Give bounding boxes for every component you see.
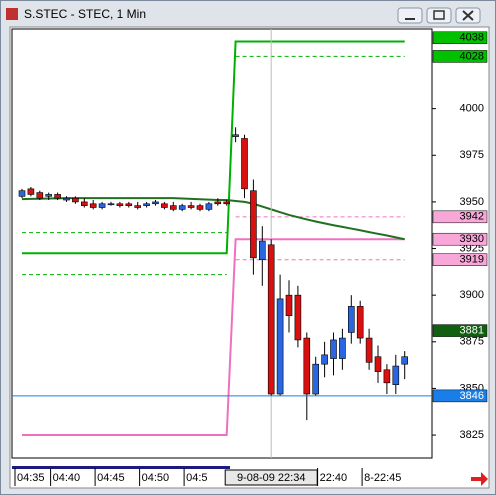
price-tag-label: 3881 [460, 325, 484, 337]
indicator-line [22, 238, 405, 437]
price-tag [432, 31, 488, 45]
x-tick-label: 8-22:45 [364, 472, 401, 484]
time-strip [12, 466, 230, 469]
y-tick-label: 3950 [460, 196, 484, 208]
candle-body [98, 203, 106, 208]
candle-body [107, 203, 115, 206]
candle-body [365, 337, 373, 363]
scroll-arrow[interactable] [471, 472, 488, 486]
candle-body [152, 201, 159, 205]
price-tag-label: 4038 [460, 32, 484, 44]
price-tag [432, 253, 488, 266]
candle-body [374, 356, 382, 372]
candle-body [258, 240, 266, 261]
candle-body [161, 203, 168, 208]
price-tag-label: 4028 [460, 50, 484, 62]
plot-layer [18, 29, 409, 458]
price-tag-label: 3846 [460, 390, 484, 402]
candle-body [232, 134, 239, 137]
window-buttons[interactable] [397, 7, 481, 24]
indicator-line [22, 40, 405, 255]
price-tag-label: 3942 [460, 211, 484, 223]
candle-body [276, 298, 284, 395]
x-tick-label: 04:50 [142, 472, 170, 484]
price-tag [432, 210, 488, 224]
candle-body [27, 188, 35, 195]
candle-body [72, 197, 79, 203]
price-tag [432, 50, 488, 63]
candle-body [347, 306, 355, 333]
candle-body [134, 205, 141, 208]
maximize-button[interactable] [426, 7, 452, 24]
indicator-line [21, 197, 405, 241]
minimize-button[interactable] [397, 7, 423, 24]
candle-body [330, 339, 337, 359]
y-tick-label: 3975 [460, 149, 484, 161]
candle-body [36, 192, 44, 199]
candle-body [170, 205, 177, 210]
price-tag-label: 3919 [460, 254, 484, 266]
x-tick-label: 22:40 [320, 472, 348, 484]
candle-body [303, 337, 311, 395]
candle-body [267, 244, 275, 395]
y-tick-label: 3825 [460, 429, 484, 441]
price-tag-label: 3930 [460, 233, 484, 245]
candle-body [321, 354, 328, 365]
candle-body [143, 203, 150, 206]
candle-body [205, 203, 213, 210]
candle-body [81, 201, 88, 206]
candle-body [250, 190, 257, 259]
candle-body [401, 356, 409, 365]
x-tick-label: 04:35 [17, 472, 45, 484]
candle-body [63, 197, 70, 201]
candle-body [178, 205, 186, 210]
candle-body [125, 203, 133, 206]
y-tick-label: 3900 [460, 289, 484, 301]
x-tick-label: 04:5 [186, 472, 207, 484]
candle-body [214, 201, 222, 205]
icon [462, 10, 474, 21]
price-tag [432, 232, 488, 246]
icon [433, 10, 445, 20]
candle-body [187, 205, 195, 208]
candle-body [339, 337, 346, 359]
candle-body [223, 201, 230, 205]
candle-body [196, 205, 204, 210]
candle-body [294, 294, 302, 341]
plot-area [11, 28, 433, 459]
candle-body [45, 194, 53, 197]
price-tag [432, 324, 488, 337]
candle-body [392, 365, 400, 385]
price-tag [432, 389, 488, 403]
y-tick-label: 4000 [460, 103, 484, 115]
candle-body [312, 363, 320, 395]
candle-body [356, 306, 364, 339]
candle-body [116, 203, 124, 206]
crosshair-time-label: 9-08-09 22:34 [237, 472, 306, 484]
y-tick-label: 3875 [460, 336, 484, 348]
candle-body [18, 190, 26, 197]
x-tick-label: 04:45 [97, 472, 125, 484]
candle-body [285, 294, 293, 316]
candle-body [54, 194, 61, 199]
app-icon [6, 8, 18, 20]
candle-body [383, 369, 391, 384]
window-title: S.STEC - STEC, 1 Min [24, 7, 146, 21]
candle-body [241, 138, 248, 190]
x-tick-label: 04:40 [53, 472, 81, 484]
candle-body [89, 203, 97, 208]
